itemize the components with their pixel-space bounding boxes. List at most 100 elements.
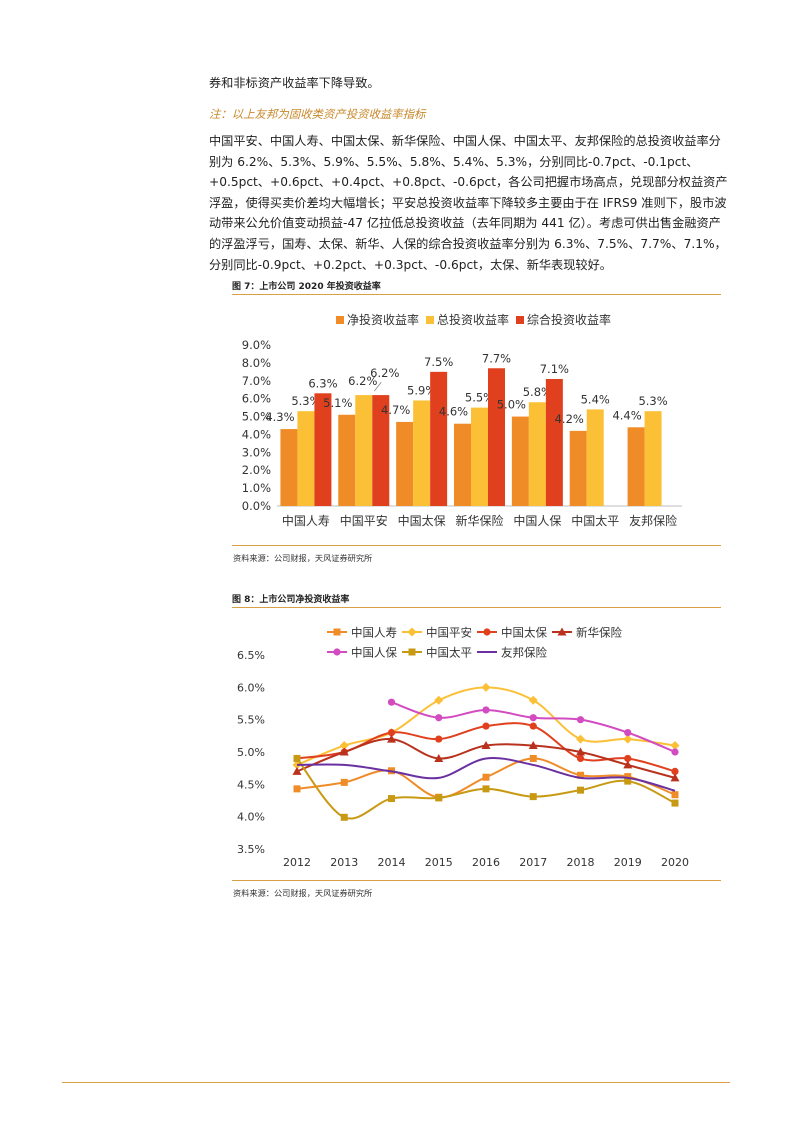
point-4-6 [576,716,585,724]
y-tick-label: 3.5% [237,843,265,856]
y-tick-label: 4.0% [242,427,271,441]
legend-swatch-2 [516,316,524,324]
bar-2-2 [430,371,448,506]
figure8-title: 图 8：上市公司净投资收益率 [232,595,350,605]
legend-marker-1 [407,627,417,637]
point-3-4 [481,741,491,750]
y-tick-label: 6.0% [242,392,271,406]
data-label-1-1: 6.2% [348,374,377,388]
y-tick-label: 9.0% [242,338,271,352]
data-label-0-0: 4.3% [265,410,294,424]
point-3-7 [623,760,633,769]
legend-marker-2 [483,628,491,636]
y-tick-label: 0.0% [242,499,271,513]
point-4-4 [482,706,490,714]
point-3-3 [434,753,444,762]
bar-0-3 [454,423,471,506]
x-tick-label: 2019 [614,856,642,869]
bar-1-0 [297,411,315,506]
legend-label-2: 综合投资收益率 [527,312,611,327]
point-3-5 [528,741,538,750]
x-tick-label: 中国平安 [340,513,388,528]
bar-0-5 [569,430,587,506]
legend-label-1: 中国平安 [426,626,472,640]
x-tick-label: 2014 [378,856,406,869]
point-5-3 [435,794,443,802]
data-label-0-5: 4.2% [555,412,584,426]
point-2-3 [435,735,443,743]
legend-label-5: 中国太平 [426,646,472,660]
figure7-title: 图 7：上市公司 2020 年投资收益率 [232,282,381,292]
point-5-0 [293,754,301,762]
point-1-8 [670,741,680,751]
data-label-2-0: 6.3% [308,376,337,390]
y-tick-label: 6.0% [237,681,265,694]
point-2-4 [482,722,490,730]
point-4-7 [624,729,632,737]
x-tick-label: 中国太平 [571,513,619,528]
data-label-0-2: 4.7% [381,403,410,417]
figure8-bottom-rule [232,880,721,881]
legend-swatch-0 [336,316,344,324]
point-0-8 [671,791,679,799]
y-tick-label: 2.0% [242,463,271,477]
data-label-2-4: 7.1% [540,362,569,376]
point-5-2 [388,795,395,803]
figure7-source: 资料来源：公司财报，天风证券研究所 [233,553,373,563]
point-1-5 [528,695,538,705]
bar-0-4 [511,416,529,506]
bar-1-1 [355,395,373,506]
x-tick-label: 友邦保险 [629,513,677,528]
point-0-5 [529,754,537,762]
y-tick-label: 5.0% [237,746,265,759]
data-label-1-0: 5.3% [291,394,320,408]
bar-1-6 [644,411,662,506]
figure8-source: 资料来源：公司财报，天风证券研究所 [233,888,373,898]
point-3-6 [576,747,585,756]
point-3-1 [339,747,349,756]
bar-1-3 [471,407,488,506]
x-tick-label: 新华保险 [455,513,503,528]
legend-label-3: 新华保险 [576,626,622,640]
point-2-5 [529,722,537,730]
bar-0-0 [280,429,298,506]
legend-label-1: 总投资收益率 [437,312,509,327]
point-4-5 [529,714,537,722]
data-label-0-1: 5.1% [323,396,352,410]
point-2-2 [387,729,396,737]
point-4-2 [387,698,396,706]
data-label-2-3: 7.7% [482,351,511,365]
x-tick-label: 中国人保 [513,513,561,528]
y-tick-label: 5.0% [242,410,271,424]
legend-label-2: 中国太保 [501,626,547,640]
figure7-top-rule [232,294,721,295]
bar-0-1 [338,414,356,506]
leader-line [373,381,382,392]
legend-label-0: 中国人寿 [351,626,397,640]
point-2-6 [576,754,585,763]
point-1-6 [576,734,585,744]
data-label-1-6: 5.3% [638,394,667,408]
y-tick-label: 5.5% [237,714,265,727]
y-tick-label: 4.5% [237,778,265,791]
legend-label-4: 中国人保 [351,646,397,660]
legend-marker-5 [408,648,416,656]
figure7-bottom-rule [232,545,721,546]
point-1-7 [623,734,633,744]
bar-0-2 [396,421,414,506]
data-label-2-2: 7.5% [424,355,453,369]
data-label-1-4: 5.8% [523,385,552,399]
point-2-7 [624,754,632,763]
y-tick-label: 1.0% [242,481,271,495]
y-tick-label: 4.0% [237,811,265,824]
point-0-1 [340,778,348,786]
y-tick-label: 3.0% [242,445,271,459]
figure8-top-rule [232,607,721,608]
x-tick-label: 2015 [425,856,453,869]
page-footer-rule [62,1082,730,1083]
point-3-0 [292,766,302,775]
point-4-8 [671,748,679,756]
x-tick-label: 2016 [472,856,500,869]
point-1-1 [339,741,349,751]
